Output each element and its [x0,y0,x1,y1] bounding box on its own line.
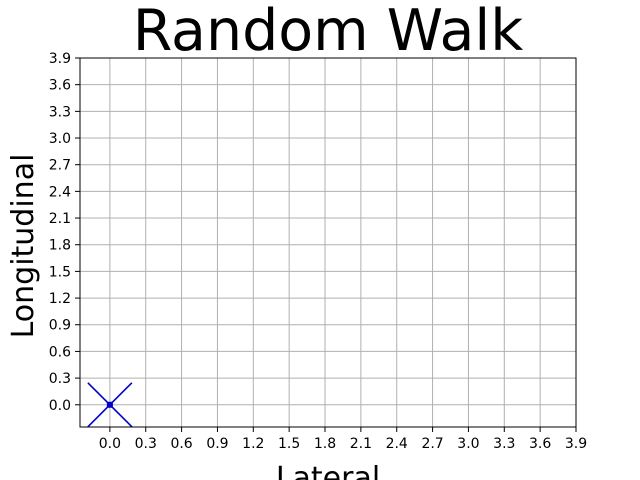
ticks-layer: 0.0 0.3 0.6 0.9 1.2 1.5 1.8 2.1 2.4 2.7 3.0 3.3 3.6 3… [49,51,587,452]
y-tick-label: 1.2 [49,291,71,307]
y-tick-label: 2.4 [49,184,71,200]
x-tick-label: 3.9 [565,436,587,452]
x-tick-label: 0.3 [135,436,157,452]
y-axis-label: Longitudinal [6,154,41,339]
walk-point-marker [87,382,133,428]
y-tick-label: 0.6 [49,344,71,360]
x-axis-label: Lateral [276,461,380,480]
y-tick-label: 2.1 [49,211,71,227]
plot-frame [79,57,577,428]
y-tick-label: 3.3 [49,104,71,120]
chart-title: Random Walk [133,0,524,64]
y-tick-label: 0.3 [49,371,71,387]
y-tick-label: 0.0 [49,398,71,414]
y-tick-label: 3.0 [49,131,71,147]
x-tick-label: 3.6 [529,436,551,452]
y-tick-label: 2.7 [49,158,71,174]
x-tick-label: 1.2 [242,436,264,452]
y-tick-label: 1.8 [49,238,71,254]
x-tick-label: 0.9 [206,436,228,452]
x-tick-label: 1.5 [278,436,300,452]
x-tick-label: 2.4 [386,436,408,452]
x-tick-label: 0.0 [99,436,121,452]
y-tick-label: 3.9 [49,51,71,67]
grid-layer [80,57,577,427]
y-tick-label: 1.5 [49,264,71,280]
x-tick-label: 1.8 [314,436,336,452]
x-tick-label: 2.1 [350,436,372,452]
x-tick-label: 2.7 [421,436,443,452]
x-tick-label: 0.6 [170,436,192,452]
y-tick-label: 3.6 [49,78,71,94]
y-tick-label: 0.9 [49,318,71,334]
marks-layer [87,382,133,428]
x-tick-label: 3.3 [493,436,515,452]
x-tick-label: 3.0 [457,436,479,452]
